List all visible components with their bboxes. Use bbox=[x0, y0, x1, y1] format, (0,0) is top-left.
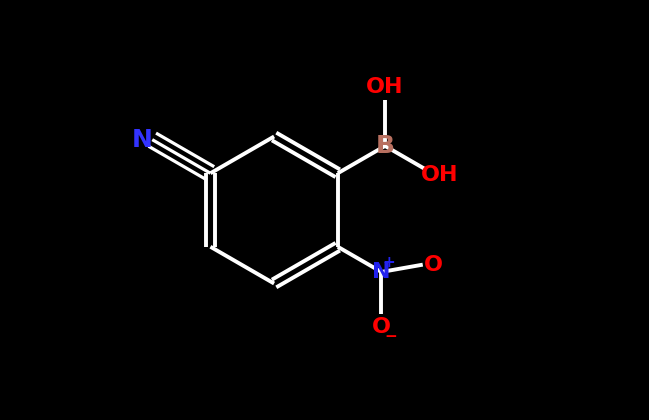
Text: N: N bbox=[131, 128, 152, 152]
Text: +: + bbox=[383, 255, 395, 270]
Text: B: B bbox=[376, 134, 395, 158]
Text: O: O bbox=[424, 255, 443, 275]
Text: OH: OH bbox=[366, 77, 404, 97]
Text: N: N bbox=[372, 262, 391, 282]
Text: O: O bbox=[372, 317, 391, 336]
Text: −: − bbox=[384, 329, 397, 344]
Text: OH: OH bbox=[421, 165, 458, 185]
